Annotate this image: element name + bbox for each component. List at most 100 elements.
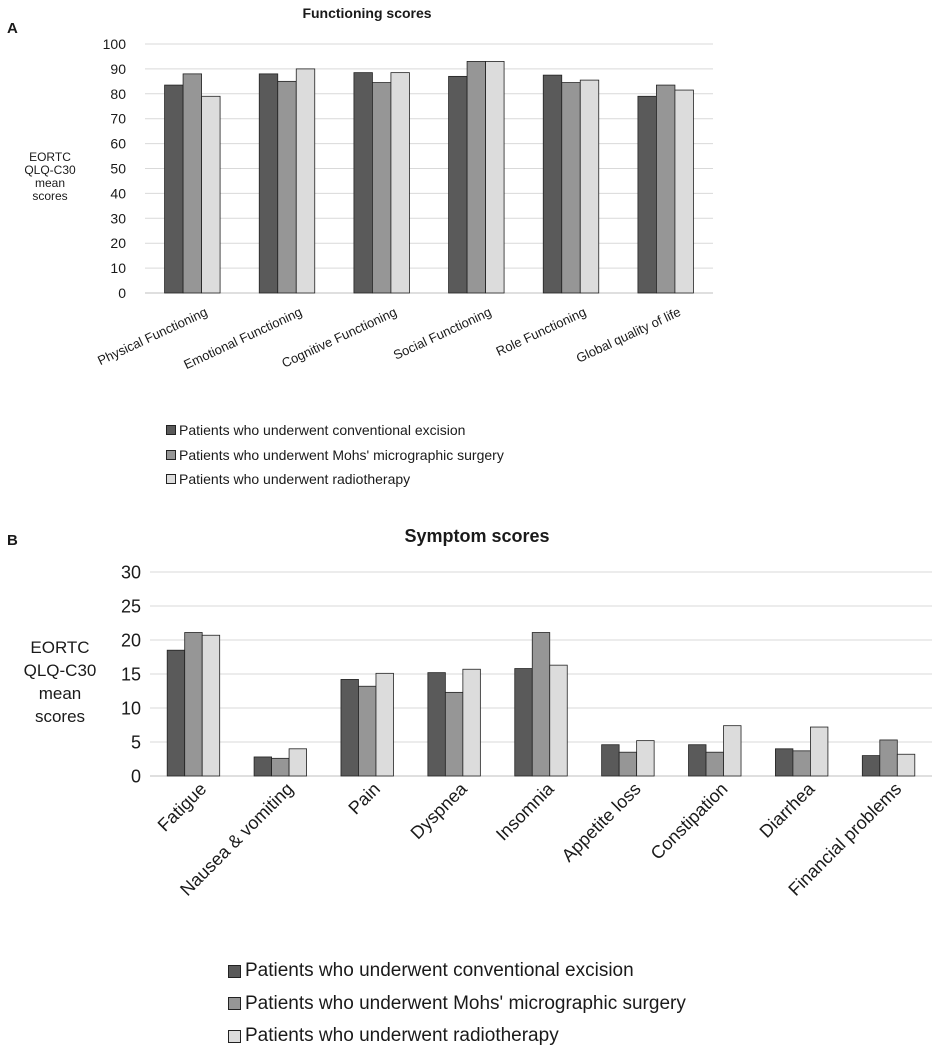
y-tick-label: 30 [121,562,141,582]
y-tick-label: 40 [110,185,126,201]
bar-financial-problems-series-2 [879,739,898,777]
bar-social-functioning-series-3 [485,61,505,294]
x-tick-label-pain: Pain [344,779,384,819]
y-axis-label: QLQ-C30 [24,163,76,177]
functioning-legend: Patients who underwent conventional exci… [166,418,504,492]
bar-role-functioning-series-1 [542,74,563,294]
legend-item-3: Patients who underwent radiotherapy [228,1020,686,1053]
panel-label-b: B [7,532,18,549]
legend-label: Patients who underwent conventional exci… [245,960,634,982]
bar-appetite-loss-series-2 [618,751,638,777]
bar-social-functioning-series-1 [448,75,468,294]
x-tick-label-role-functioning: Role Functioning [494,304,589,359]
y-tick-label: 0 [118,285,126,301]
y-axis-label: mean [35,176,65,190]
y-tick-label: 20 [121,630,141,650]
bar-global-quality-of-life-series-2 [656,84,676,294]
y-axis-label: QLQ-C30 [24,661,97,680]
y-axis-label: scores [32,189,67,203]
y-tick-label: 5 [131,732,141,752]
bar-diarrhea-series-2 [792,750,811,777]
bar-emotional-functioning-series-3 [295,68,316,294]
bar-pain-series-2 [358,685,377,777]
bar-insomnia-series-2 [531,632,551,777]
y-tick-label: 25 [121,596,141,616]
bar-emotional-functioning-series-2 [277,80,297,294]
legend-item-3: Patients who underwent radiotherapy [166,467,504,492]
bar-role-functioning-series-2 [561,82,581,294]
y-tick-label: 0 [131,766,141,786]
legend-item-1: Patients who underwent conventional exci… [228,955,686,988]
bar-dyspnea-series-1 [427,672,446,777]
legend-label: Patients who underwent Mohs' micrographi… [179,446,504,463]
chart-title: Symptom scores [404,526,549,546]
legend-swatch [228,997,241,1011]
bar-financial-problems-series-3 [896,753,916,777]
bar-physical-functioning-series-3 [201,95,221,294]
bar-fatigue-series-1 [166,649,186,777]
y-tick-label: 70 [110,111,126,127]
legend-item-2: Patients who underwent Mohs' micrographi… [228,988,686,1021]
bar-appetite-loss-series-3 [636,740,655,777]
y-tick-label: 100 [103,36,127,52]
y-tick-label: 10 [110,260,126,276]
bar-appetite-loss-series-1 [601,744,620,777]
x-tick-label-global-quality-of-life: Global quality of life [574,304,683,366]
bar-constipation-series-1 [688,744,707,777]
bar-dyspnea-series-3 [462,668,481,777]
legend-swatch [228,1029,241,1043]
x-tick-label-constipation: Constipation [647,779,732,864]
x-tick-label-diarrhea: Diarrhea [756,778,820,842]
x-tick-label-fatigue: Fatigue [154,779,211,836]
x-tick-label-social-functioning: Social Functioning [391,304,494,362]
y-tick-label: 80 [110,86,126,102]
x-tick-label-appetite-loss: Appetite loss [558,779,645,866]
y-tick-label: 50 [110,161,126,177]
legend-label: Patients who underwent radiotherapy [245,1025,559,1047]
legend-label: Patients who underwent radiotherapy [179,471,411,488]
legend-swatch [228,964,241,978]
y-axis-label: EORTC [29,150,71,164]
bar-emotional-functioning-series-1 [258,73,279,294]
y-tick-label: 60 [110,136,126,152]
bar-diarrhea-series-3 [810,726,829,777]
bar-cognitive-functioning-series-3 [390,72,410,294]
y-axis-label: EORTC [30,638,89,657]
legend-item-2: Patients who underwent Mohs' micrographi… [166,443,504,468]
y-tick-label: 20 [110,235,126,251]
bar-dyspnea-series-2 [444,691,464,777]
legend-item-1: Patients who underwent conventional exci… [166,418,504,443]
bar-role-functioning-series-3 [579,79,600,294]
functioning-scores-chart: Functioning scores 0 10 20 30 40 50 60 70 80 90 100… [24,5,713,372]
bar-global-quality-of-life-series-1 [637,95,657,294]
bar-cognitive-functioning-series-1 [353,72,373,294]
panel-label-a: A [7,20,18,37]
y-axis-label: scores [35,707,85,726]
bar-fatigue-series-3 [201,634,221,777]
bar-constipation-series-2 [705,751,724,777]
bar-diarrhea-series-1 [775,748,794,777]
chart-title: Functioning scores [302,5,431,21]
legend-label: Patients who underwent conventional exci… [179,422,466,439]
y-tick-label: 15 [121,664,141,684]
symptom-scores-chart: Symptom scores 0 5 10 15 20 25 30 EORTC QLQ-C30 me… [24,526,932,900]
legend-swatch [166,449,176,460]
bar-fatigue-series-2 [184,632,203,777]
y-tick-label: 90 [110,61,126,77]
bar-nausea-vomiting-series-1 [253,756,272,777]
y-tick-label: 30 [110,210,126,226]
legend-swatch [166,425,176,436]
bar-cognitive-functioning-series-2 [372,82,392,294]
x-tick-label-dyspnea: Dyspnea [407,778,472,843]
bar-nausea-vomiting-series-2 [271,757,290,777]
bar-financial-problems-series-1 [861,755,881,777]
bar-social-functioning-series-2 [466,61,486,294]
y-tick-label: 10 [121,698,141,718]
bar-insomnia-series-3 [549,664,568,777]
bar-global-quality-of-life-series-3 [674,89,694,294]
bar-pain-series-3 [375,672,394,777]
legend-swatch [166,474,176,485]
symptom-legend: Patients who underwent conventional exci… [228,955,686,1053]
bar-pain-series-1 [340,679,359,777]
